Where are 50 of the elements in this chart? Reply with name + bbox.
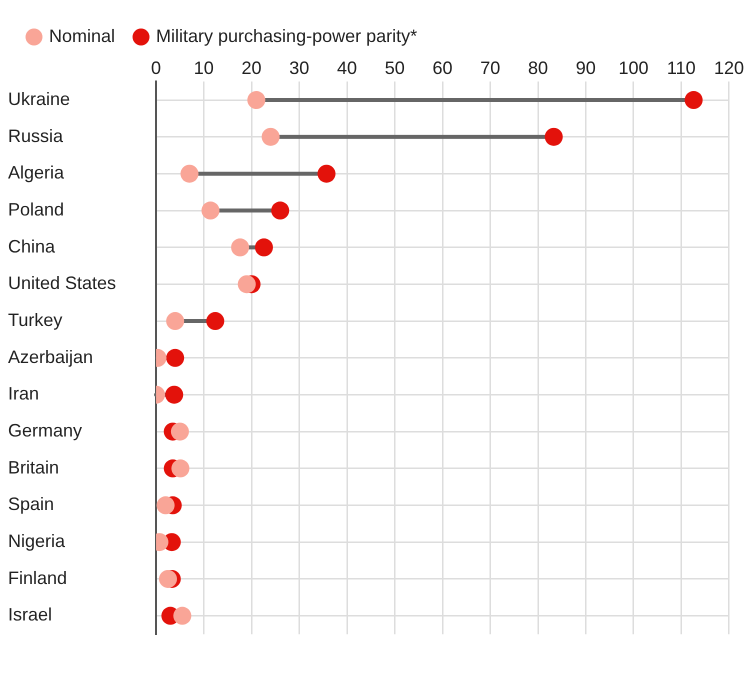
point	[166, 312, 184, 330]
x-tick-label: 40	[337, 58, 358, 78]
point	[170, 422, 189, 441]
y-tick-label: Britain	[8, 457, 60, 478]
x-tick-label: 30	[289, 58, 310, 78]
legend-label: Military purchasing-power parity*	[156, 26, 418, 46]
x-tick-label: 60	[432, 58, 453, 78]
x-tick-label: 50	[384, 58, 405, 78]
point	[271, 202, 290, 220]
y-tick-label: China	[8, 236, 56, 256]
point	[206, 312, 224, 330]
point	[166, 348, 184, 367]
y-tick-label: Turkey	[8, 310, 62, 330]
y-tick-label: Germany	[8, 420, 82, 441]
x-tick-label: 70	[480, 58, 500, 78]
point	[180, 164, 198, 183]
point	[247, 91, 266, 110]
point	[171, 459, 190, 478]
y-tick-label: Azerbaijan	[8, 346, 94, 367]
point	[238, 275, 256, 294]
point	[156, 496, 175, 514]
point	[544, 128, 563, 146]
y-tick-label: Israel	[8, 604, 52, 625]
legend-label: Nominal	[49, 26, 116, 46]
point	[262, 128, 280, 146]
point	[173, 606, 192, 625]
y-tick-label: Ukraine	[8, 88, 70, 109]
point	[165, 386, 184, 404]
x-tick-label: 120	[714, 58, 744, 78]
x-tick-label: 90	[576, 58, 596, 78]
x-tick-label: 110	[666, 58, 696, 78]
y-tick-label: Algeria	[8, 162, 66, 183]
point	[254, 238, 273, 256]
x-tick-label: 0	[151, 58, 162, 78]
y-tick-label: Iran	[8, 384, 40, 404]
point	[684, 91, 703, 110]
y-tick-label: Poland	[8, 200, 64, 220]
y-tick-label: Russia	[8, 126, 64, 146]
point	[159, 570, 177, 588]
x-tick-label: 80	[528, 58, 548, 78]
y-tick-label: Finland	[8, 568, 68, 588]
x-tick-label: 100	[618, 58, 649, 78]
point	[231, 238, 250, 256]
y-tick-label: United States	[8, 273, 116, 294]
y-tick-label: Spain	[8, 494, 54, 514]
point	[318, 164, 336, 183]
y-tick-label: Nigeria	[8, 531, 66, 552]
point	[201, 202, 220, 220]
x-tick-label: 10	[194, 58, 214, 78]
x-tick-label: 20	[242, 58, 262, 78]
